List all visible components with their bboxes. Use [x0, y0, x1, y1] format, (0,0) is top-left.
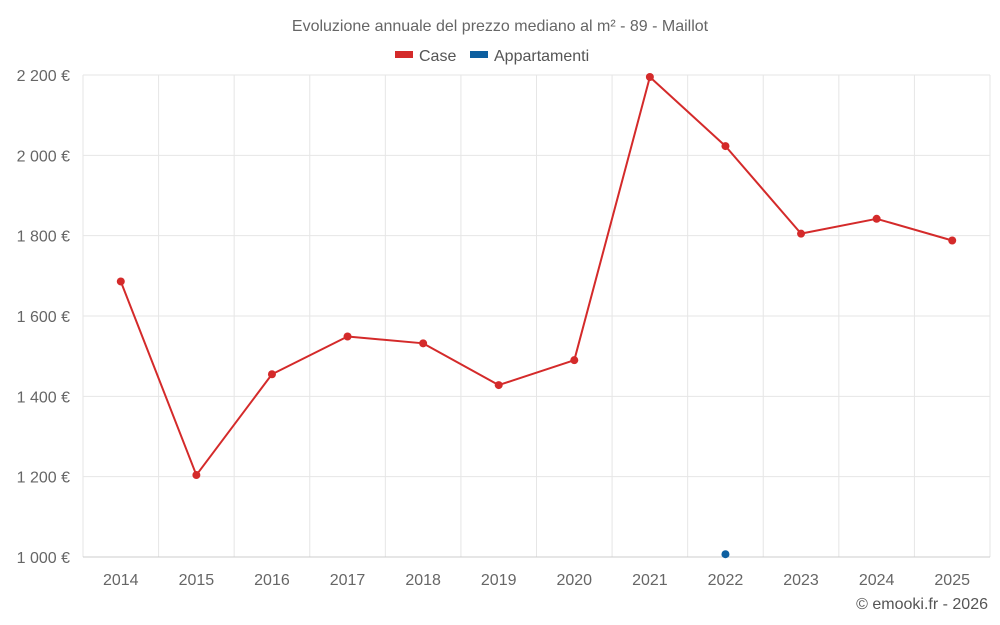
chart-title: Evoluzione annuale del prezzo mediano al…: [292, 18, 709, 35]
y-tick-label: 1 200 €: [17, 470, 70, 487]
x-tick-label: 2017: [330, 572, 366, 589]
series-line-case: [119, 76, 953, 477]
data-point-case[interactable]: [721, 142, 730, 151]
legend-item-case[interactable]: Case: [395, 48, 456, 65]
y-tick-label: 1 000 €: [17, 550, 70, 567]
x-axis-labels: 2014 2015 2016 2017 2018 2019 2020 2021 2022 2023…: [103, 572, 970, 589]
data-point-case[interactable]: [494, 381, 503, 390]
data-point-case[interactable]: [645, 73, 654, 82]
y-tick-label: 1 800 €: [17, 229, 70, 246]
data-point-case[interactable]: [419, 339, 428, 348]
legend: Case Appartamenti: [395, 48, 589, 65]
credit-text: © emooki.fr - 2026: [856, 596, 988, 613]
y-tick-label: 2 000 €: [17, 148, 70, 165]
legend-swatch-case: [395, 51, 413, 58]
x-tick-label: 2021: [632, 572, 668, 589]
x-tick-label: 2024: [859, 572, 895, 589]
data-point-case[interactable]: [343, 332, 352, 341]
data-point-case[interactable]: [872, 214, 881, 223]
x-tick-label: 2019: [481, 572, 517, 589]
legend-label-appartamenti: Appartamenti: [494, 48, 589, 65]
y-axis-labels: 1 000 € 1 200 € 1 400 € 1 600 € 1 800 € 2 000…: [17, 68, 70, 567]
data-point-case[interactable]: [267, 370, 276, 379]
x-tick-label: 2025: [934, 572, 970, 589]
y-tick-label: 2 200 €: [17, 68, 70, 85]
data-point-case[interactable]: [797, 229, 806, 238]
x-tick-label: 2016: [254, 572, 290, 589]
x-tick-label: 2020: [556, 572, 592, 589]
x-tick-label: 2023: [783, 572, 819, 589]
x-tick-label: 2015: [179, 572, 215, 589]
legend-swatch-appartamenti: [470, 51, 488, 58]
x-gridlines: [82, 75, 991, 557]
y-tick-label: 1 600 €: [17, 309, 70, 326]
x-tick-label: 2022: [708, 572, 744, 589]
x-tick-label: 2014: [103, 572, 139, 589]
data-point-case[interactable]: [570, 356, 579, 365]
data-point-appartamenti[interactable]: [721, 550, 730, 559]
legend-item-appartamenti[interactable]: Appartamenti: [470, 48, 589, 65]
legend-label-case: Case: [419, 48, 456, 65]
data-point-case[interactable]: [192, 471, 201, 480]
data-point-case[interactable]: [116, 277, 125, 286]
y-tick-label: 1 400 €: [17, 389, 70, 406]
series-layer: [116, 73, 957, 559]
x-tick-label: 2018: [405, 572, 441, 589]
data-point-case[interactable]: [948, 236, 957, 245]
